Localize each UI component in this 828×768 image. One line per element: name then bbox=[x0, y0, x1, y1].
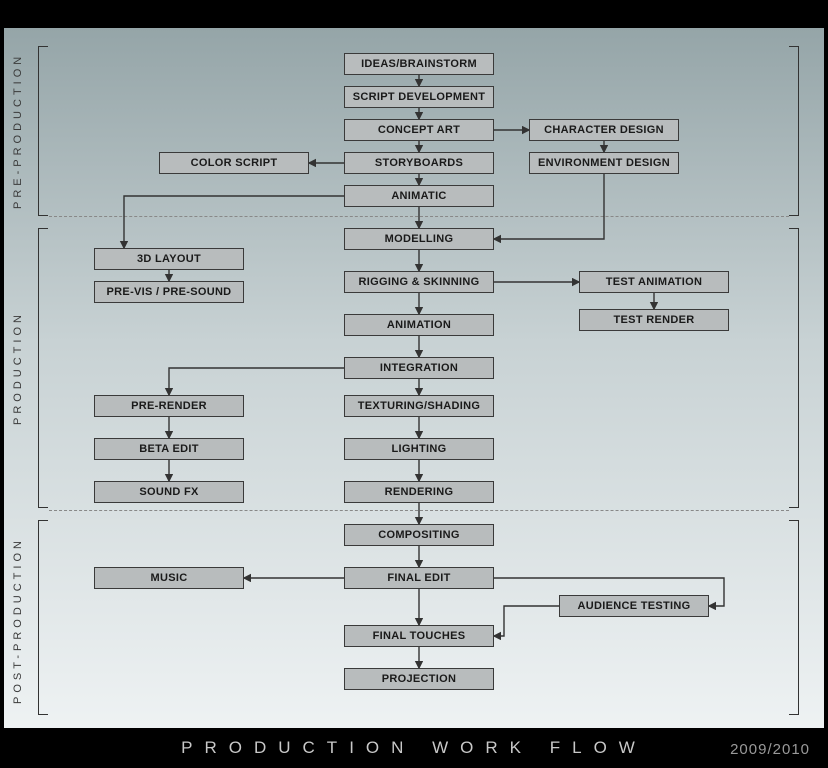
node-concept: CONCEPT ART bbox=[344, 119, 494, 141]
phase-divider bbox=[49, 216, 789, 217]
bracket-right-pre bbox=[789, 46, 799, 216]
bracket-left-post bbox=[38, 520, 48, 715]
node-texturing: TEXTURING/SHADING bbox=[344, 395, 494, 417]
title: PRODUCTION WORK FLOW bbox=[181, 738, 647, 758]
node-soundfx: SOUND FX bbox=[94, 481, 244, 503]
bracket-right-prod bbox=[789, 228, 799, 508]
node-betaedit: BETA EDIT bbox=[94, 438, 244, 460]
node-audtest: AUDIENCE TESTING bbox=[559, 595, 709, 617]
node-envdes: ENVIRONMENT DESIGN bbox=[529, 152, 679, 174]
node-animation: ANIMATION bbox=[344, 314, 494, 336]
node-rendering: RENDERING bbox=[344, 481, 494, 503]
node-animatic: ANIMATIC bbox=[344, 185, 494, 207]
node-rigging: RIGGING & SKINNING bbox=[344, 271, 494, 293]
phase-label-pre: PRE-PRODUCTION bbox=[12, 46, 24, 216]
node-integration: INTEGRATION bbox=[344, 357, 494, 379]
node-chardes: CHARACTER DESIGN bbox=[529, 119, 679, 141]
phase-label-post: POST-PRODUCTION bbox=[12, 533, 24, 708]
bracket-right-post bbox=[789, 520, 799, 715]
node-lighting: LIGHTING bbox=[344, 438, 494, 460]
node-compositing: COMPOSITING bbox=[344, 524, 494, 546]
node-prerender: PRE-RENDER bbox=[94, 395, 244, 417]
node-previs: PRE-VIS / PRE-SOUND bbox=[94, 281, 244, 303]
phase-label-prod: PRODUCTION bbox=[12, 268, 24, 468]
node-testanim: TEST ANIMATION bbox=[579, 271, 729, 293]
node-finaltouch: FINAL TOUCHES bbox=[344, 625, 494, 647]
node-layout3d: 3D LAYOUT bbox=[94, 248, 244, 270]
bracket-left-pre bbox=[38, 46, 48, 216]
diagram-canvas: PRE-PRODUCTIONPRODUCTIONPOST-PRODUCTION … bbox=[4, 28, 824, 728]
node-colorscript: COLOR SCRIPT bbox=[159, 152, 309, 174]
node-storyboard: STORYBOARDS bbox=[344, 152, 494, 174]
footer-bar: PRODUCTION WORK FLOW bbox=[0, 728, 828, 768]
node-projection: PROJECTION bbox=[344, 668, 494, 690]
node-ideas: IDEAS/BRAINSTORM bbox=[344, 53, 494, 75]
node-music: MUSIC bbox=[94, 567, 244, 589]
node-finaledit: FINAL EDIT bbox=[344, 567, 494, 589]
bracket-left-prod bbox=[38, 228, 48, 508]
node-testrender: TEST RENDER bbox=[579, 309, 729, 331]
node-modelling: MODELLING bbox=[344, 228, 494, 250]
footer-year: 2009/2010 bbox=[730, 741, 810, 758]
phase-divider bbox=[49, 510, 789, 511]
node-script: SCRIPT DEVELOPMENT bbox=[344, 86, 494, 108]
